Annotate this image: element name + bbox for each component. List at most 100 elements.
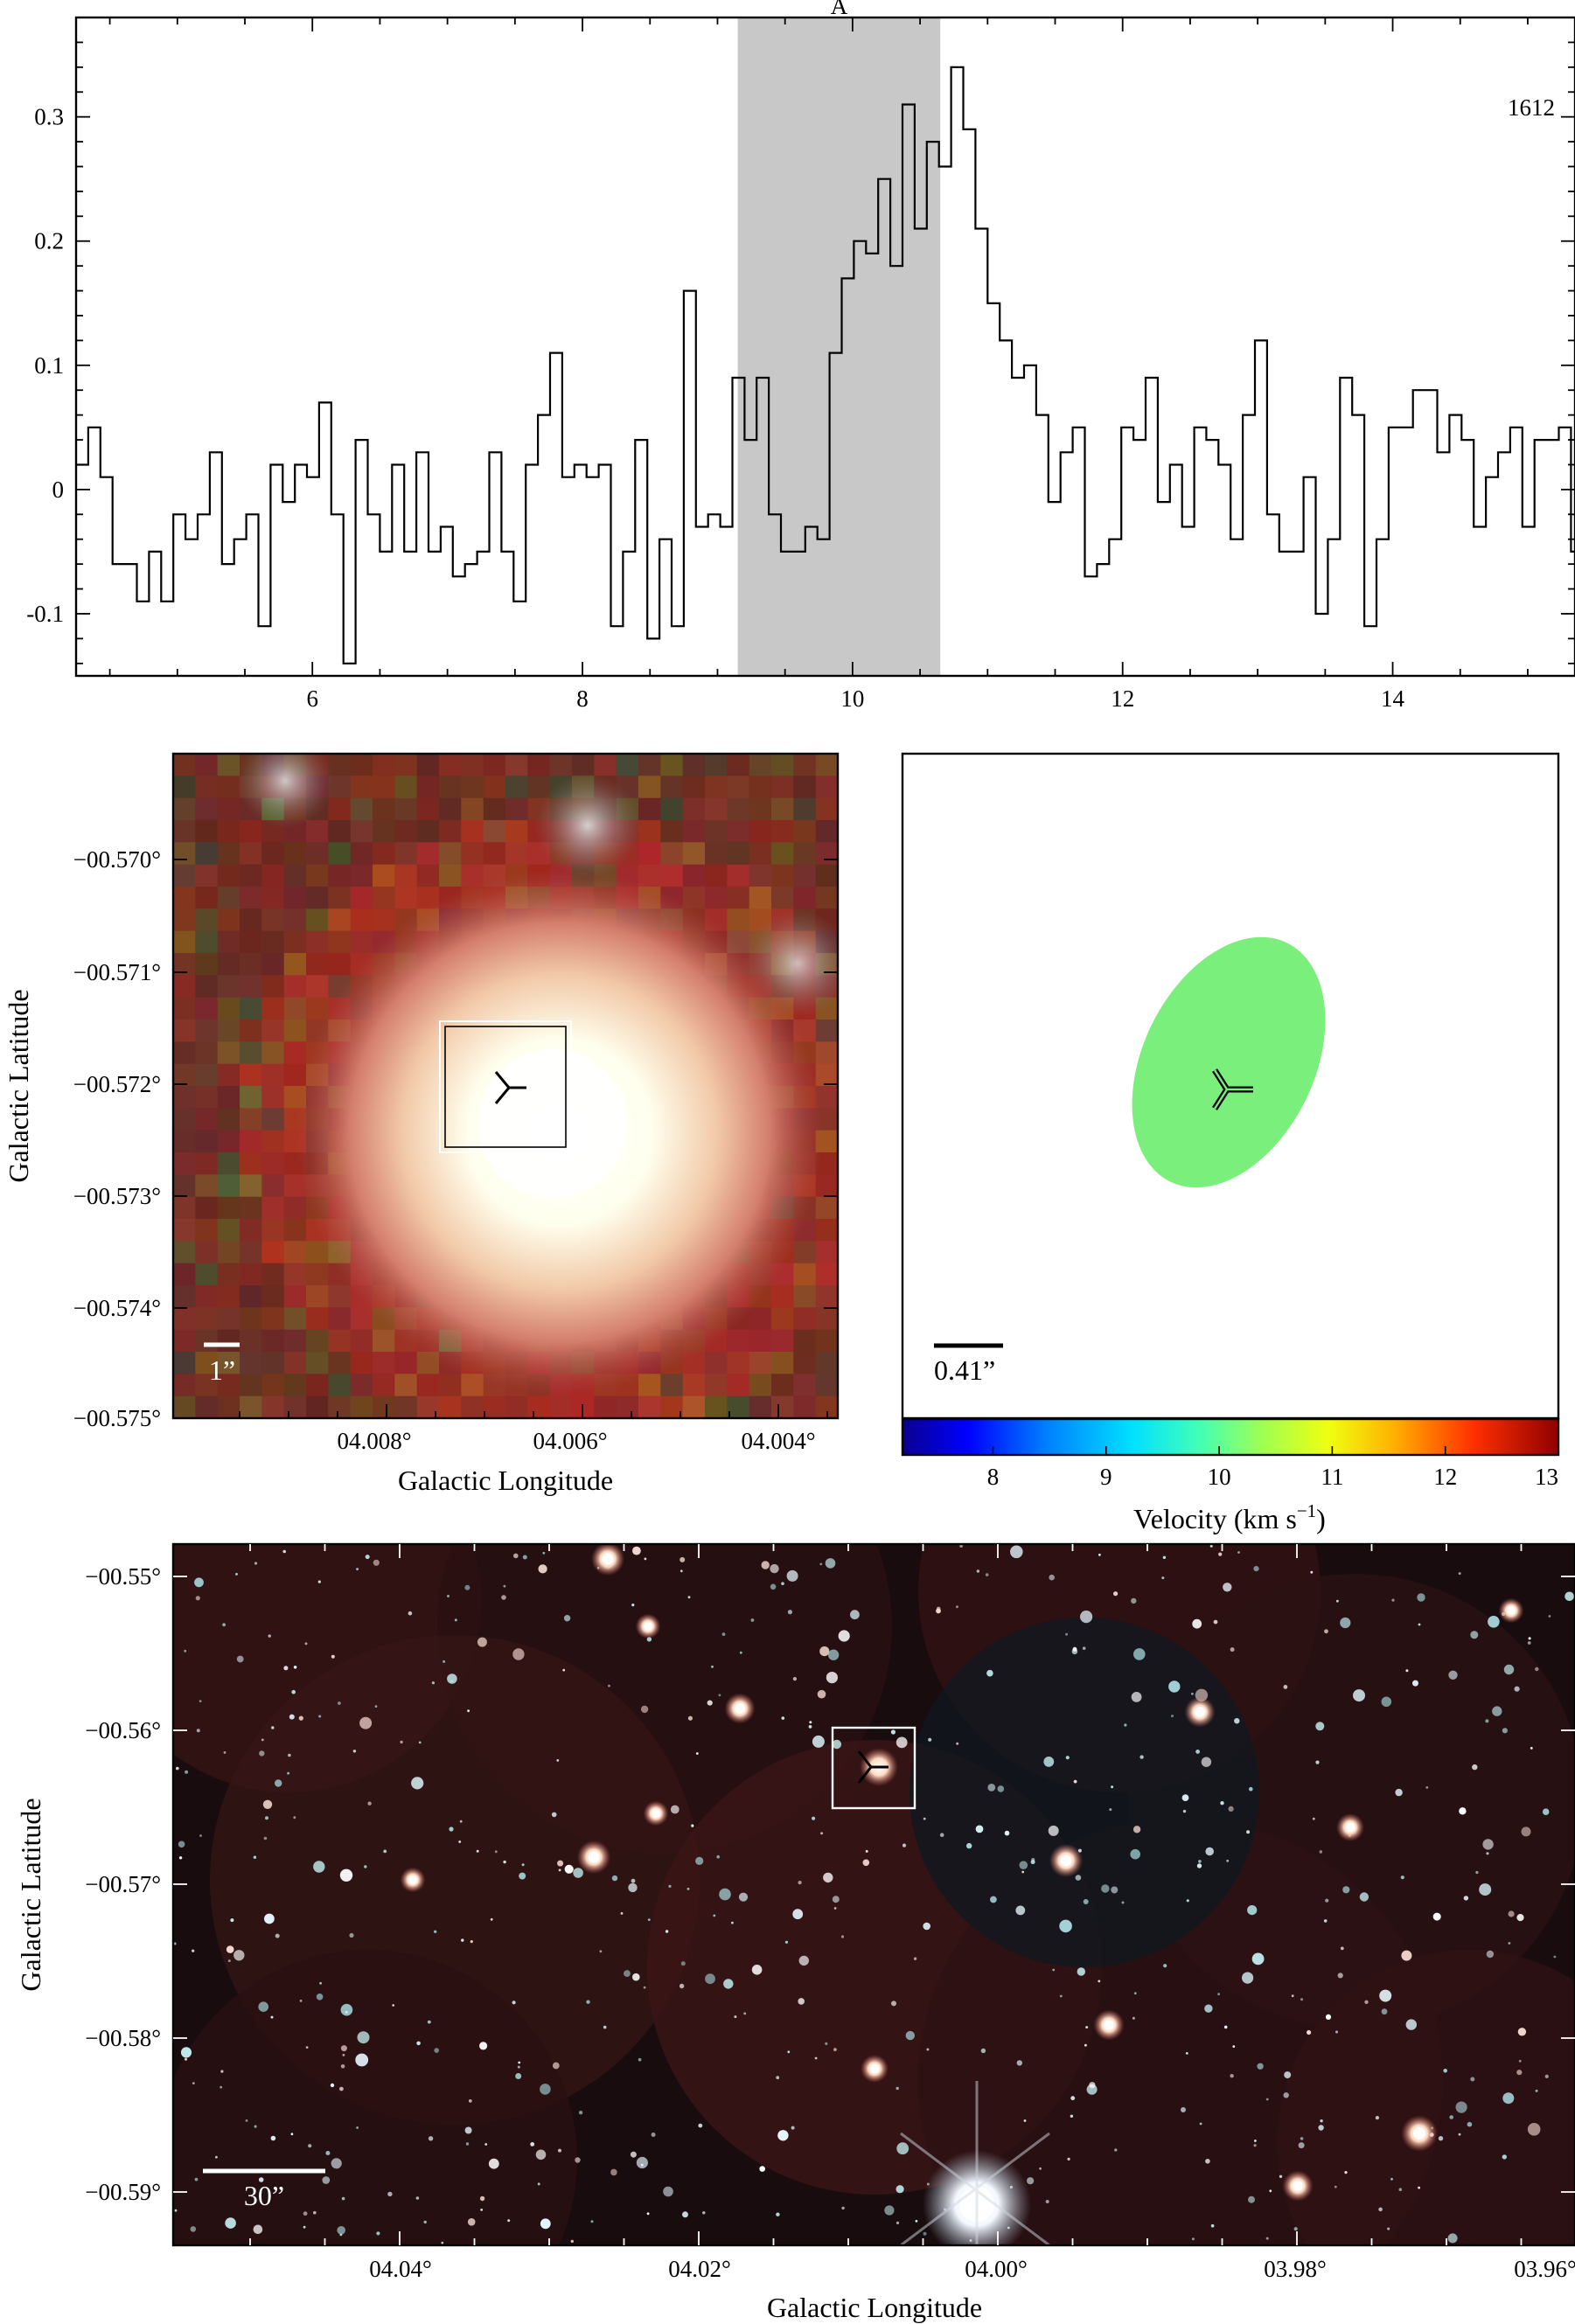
wide-star bbox=[1542, 1808, 1550, 1815]
zoom-pixel bbox=[461, 776, 484, 799]
zoom-pixel bbox=[727, 1329, 750, 1353]
colorbar-label-close: ) bbox=[1316, 1503, 1326, 1534]
wide-star bbox=[638, 2057, 642, 2062]
zoom-pixel bbox=[350, 1395, 373, 1418]
zoom-pixel bbox=[173, 1108, 196, 1131]
wide-star bbox=[890, 1729, 896, 1735]
wide-star bbox=[288, 1753, 291, 1757]
wide-star bbox=[630, 2151, 637, 2158]
zoom-pixel bbox=[261, 842, 285, 866]
zoom-pixel bbox=[195, 1041, 219, 1065]
zoom-pixel bbox=[749, 842, 772, 866]
wide-star bbox=[902, 1843, 907, 1847]
zoom-pixel bbox=[771, 1374, 794, 1397]
wide-x-tick-label: 03.98° bbox=[1264, 2256, 1327, 2282]
wide-star bbox=[750, 1618, 755, 1622]
wide-star bbox=[776, 2076, 780, 2080]
zoom-pixel bbox=[815, 1374, 838, 1397]
zoom-pixel bbox=[727, 797, 750, 821]
wide-star bbox=[556, 1759, 560, 1762]
wide-star bbox=[383, 1849, 387, 1854]
zoom-pixel bbox=[793, 1374, 817, 1397]
zoom-pixel bbox=[195, 1374, 219, 1397]
zoom-pixel bbox=[195, 1219, 219, 1242]
zoom-pixel bbox=[240, 1395, 262, 1418]
zoom-pixel bbox=[793, 1329, 817, 1353]
wide-star bbox=[923, 1817, 926, 1820]
velocity-scale-label: 0.41” bbox=[934, 1354, 995, 1386]
wide-star bbox=[578, 2111, 583, 2115]
wide-star bbox=[1182, 1809, 1187, 1813]
zoom-pixel bbox=[173, 1352, 196, 1374]
wide-star bbox=[586, 2000, 590, 2004]
wide-star bbox=[1019, 1861, 1028, 1869]
wide-star bbox=[1334, 2185, 1337, 2188]
zoom-pixel bbox=[505, 754, 528, 776]
wide-star bbox=[282, 1549, 287, 1554]
zoom-pixel bbox=[439, 1374, 462, 1397]
wide-star bbox=[293, 1666, 297, 1669]
zoom-pixel bbox=[283, 1285, 307, 1308]
zoom-pixel bbox=[439, 797, 462, 821]
wide-star bbox=[176, 1766, 179, 1771]
zoom-companion-star-1 bbox=[237, 754, 333, 829]
wide-star bbox=[1226, 1859, 1230, 1862]
zoom-pixel bbox=[461, 1395, 484, 1418]
zoom-pixel bbox=[416, 797, 440, 821]
wide-star bbox=[226, 1945, 234, 1953]
zoom-pixel bbox=[705, 797, 728, 821]
zoom-pixel bbox=[771, 820, 794, 843]
zoom-pixel bbox=[350, 776, 373, 799]
wide-star bbox=[557, 1860, 564, 1867]
zoom-pixel bbox=[394, 887, 418, 909]
zoom-pixel bbox=[350, 820, 373, 843]
wide-star bbox=[1475, 1870, 1479, 1875]
wide-star bbox=[411, 1777, 424, 1790]
wide-star bbox=[1443, 2069, 1447, 2073]
wide-star bbox=[1101, 1884, 1110, 1893]
wide-star bbox=[1171, 1715, 1174, 1718]
wide-star bbox=[1113, 1591, 1119, 1597]
spectrum-frame bbox=[74, 16, 1575, 678]
zoom-pixel bbox=[439, 820, 462, 843]
wide-star bbox=[808, 1725, 812, 1729]
wide-star bbox=[1132, 2016, 1135, 2020]
wide-star bbox=[1085, 2026, 1089, 2029]
zoom-pixel bbox=[283, 1196, 307, 1220]
wide-star bbox=[1418, 2186, 1420, 2189]
wide-star bbox=[841, 2206, 845, 2210]
wide-star bbox=[646, 2212, 650, 2216]
wide-star bbox=[275, 1933, 280, 1938]
wide-star bbox=[225, 2217, 236, 2229]
wide-star bbox=[1070, 2096, 1076, 2101]
wide-star bbox=[1065, 1632, 1068, 1636]
zoom-pixel bbox=[394, 754, 418, 776]
wide-star bbox=[966, 1842, 972, 1849]
wide-star bbox=[199, 1700, 202, 1702]
zoom-pixel bbox=[328, 1374, 352, 1397]
zoom-pixel bbox=[217, 1374, 240, 1397]
spectrum-y-tick-label: -0.1 bbox=[26, 601, 64, 627]
wide-star bbox=[464, 2126, 472, 2134]
wide-star bbox=[1131, 1597, 1137, 1604]
wide-star bbox=[1265, 2237, 1269, 2240]
wide-star bbox=[1045, 2200, 1049, 2203]
zoom-pixel bbox=[793, 864, 817, 887]
zoom-pixel bbox=[461, 797, 484, 821]
wide-star bbox=[665, 1930, 669, 1933]
wide-star bbox=[826, 1672, 839, 1684]
wide-star bbox=[305, 2046, 309, 2049]
wide-star bbox=[199, 1834, 202, 1837]
wide-star bbox=[1459, 1807, 1467, 1815]
wide-star bbox=[1139, 1755, 1144, 1759]
wide-star bbox=[459, 1820, 463, 1823]
wide-star bbox=[1527, 1641, 1531, 1645]
zoom-pixel bbox=[195, 908, 219, 932]
zoom-pixel bbox=[261, 1041, 285, 1065]
zoom-pixel bbox=[394, 776, 418, 799]
wide-star bbox=[1379, 1989, 1392, 2002]
wide-star bbox=[781, 1716, 785, 1720]
zoom-pixel bbox=[727, 842, 750, 866]
wide-y-axis-title: Galactic Latitude bbox=[15, 1798, 46, 1991]
wide-star bbox=[1412, 1680, 1418, 1687]
